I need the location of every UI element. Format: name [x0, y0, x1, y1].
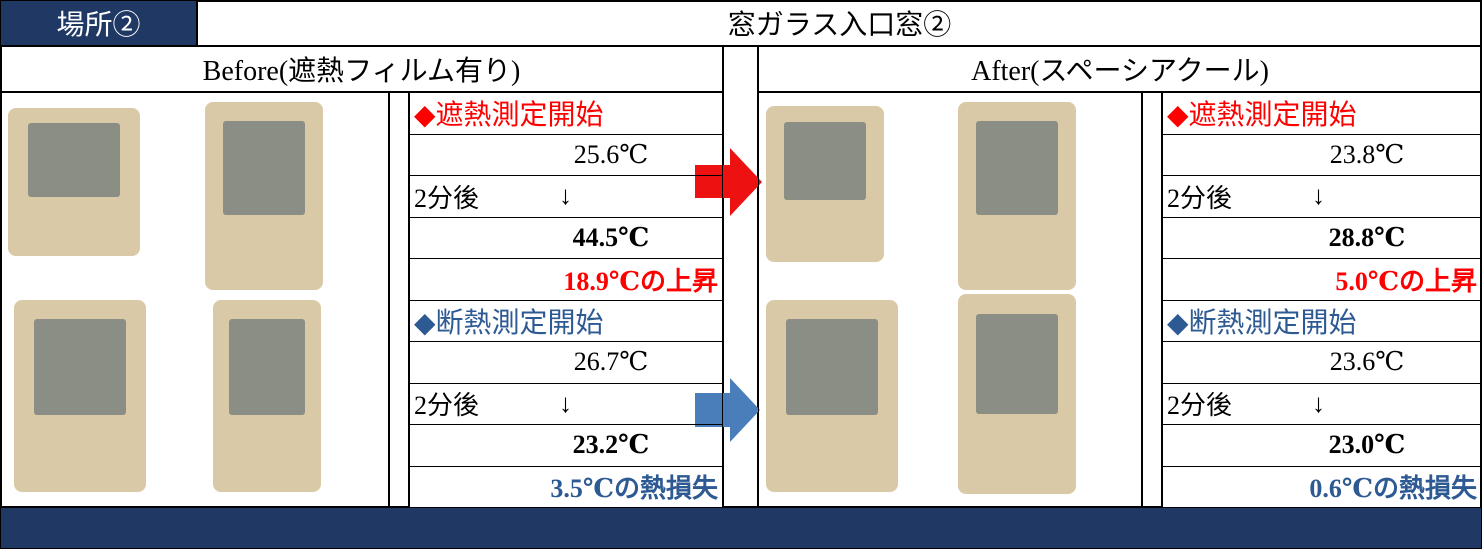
down-arrow: ↓	[559, 388, 573, 418]
divider-column	[1142, 92, 1162, 507]
thermometer-display	[222, 120, 306, 215]
red-arrow	[695, 148, 762, 216]
thermometer-display	[229, 319, 305, 416]
elapsed-label: 2分後	[414, 183, 480, 213]
result: 5.0℃の上昇	[1162, 258, 1482, 301]
elapsed-label: 2分後	[1167, 183, 1233, 213]
result: 0.6℃の熱損失	[1162, 465, 1482, 508]
elapsed-row: 2分後 ↓	[1162, 175, 1482, 218]
before-heading: Before(遮熱フィルム有り)	[0, 46, 723, 92]
end-temp: 44.5℃	[409, 216, 723, 259]
start-temp: 23.6℃	[1162, 341, 1482, 384]
down-arrow: ↓	[559, 181, 573, 211]
thermometer-display	[975, 314, 1059, 414]
thermometer-display	[33, 319, 127, 416]
thermometer-display	[975, 120, 1059, 215]
end-temp: 28.8℃	[1162, 216, 1482, 259]
end-temp: 23.0℃	[1162, 424, 1482, 467]
after-heading: After(スペーシアクール)	[758, 46, 1482, 92]
thermometer-display	[27, 122, 121, 197]
location-label: 場所②	[0, 0, 197, 46]
elapsed-row: 2分後 ↓	[409, 175, 723, 218]
result: 3.5℃の熱損失	[409, 465, 723, 508]
elapsed-row: 2分後 ↓	[409, 382, 723, 425]
thermometer-display	[783, 121, 867, 200]
start-temp: 25.6℃	[409, 133, 723, 176]
gap-column	[723, 46, 758, 507]
measure-title: ◆遮熱測定開始	[1162, 92, 1482, 135]
blue-arrow	[695, 378, 760, 442]
photo-area	[0, 92, 389, 507]
down-arrow: ↓	[1312, 388, 1326, 418]
divider-column	[389, 92, 409, 507]
measure-title: ◆断熱測定開始	[409, 299, 723, 342]
photo-area	[758, 92, 1142, 507]
elapsed-label: 2分後	[1167, 391, 1233, 421]
measure-title: ◆断熱測定開始	[1162, 299, 1482, 342]
start-temp: 23.8℃	[1162, 133, 1482, 176]
header-title: 窓ガラス入口窓②	[197, 0, 1482, 46]
start-temp: 26.7℃	[409, 341, 723, 384]
elapsed-row: 2分後 ↓	[1162, 382, 1482, 425]
thermometer-display	[785, 319, 879, 416]
end-temp: 23.2℃	[409, 424, 723, 467]
measure-title: ◆遮熱測定開始	[409, 92, 723, 135]
elapsed-label: 2分後	[414, 391, 480, 421]
down-arrow: ↓	[1312, 181, 1326, 211]
result: 18.9℃の上昇	[409, 258, 723, 301]
arrows	[695, 148, 762, 442]
footer-bar	[0, 507, 1482, 549]
